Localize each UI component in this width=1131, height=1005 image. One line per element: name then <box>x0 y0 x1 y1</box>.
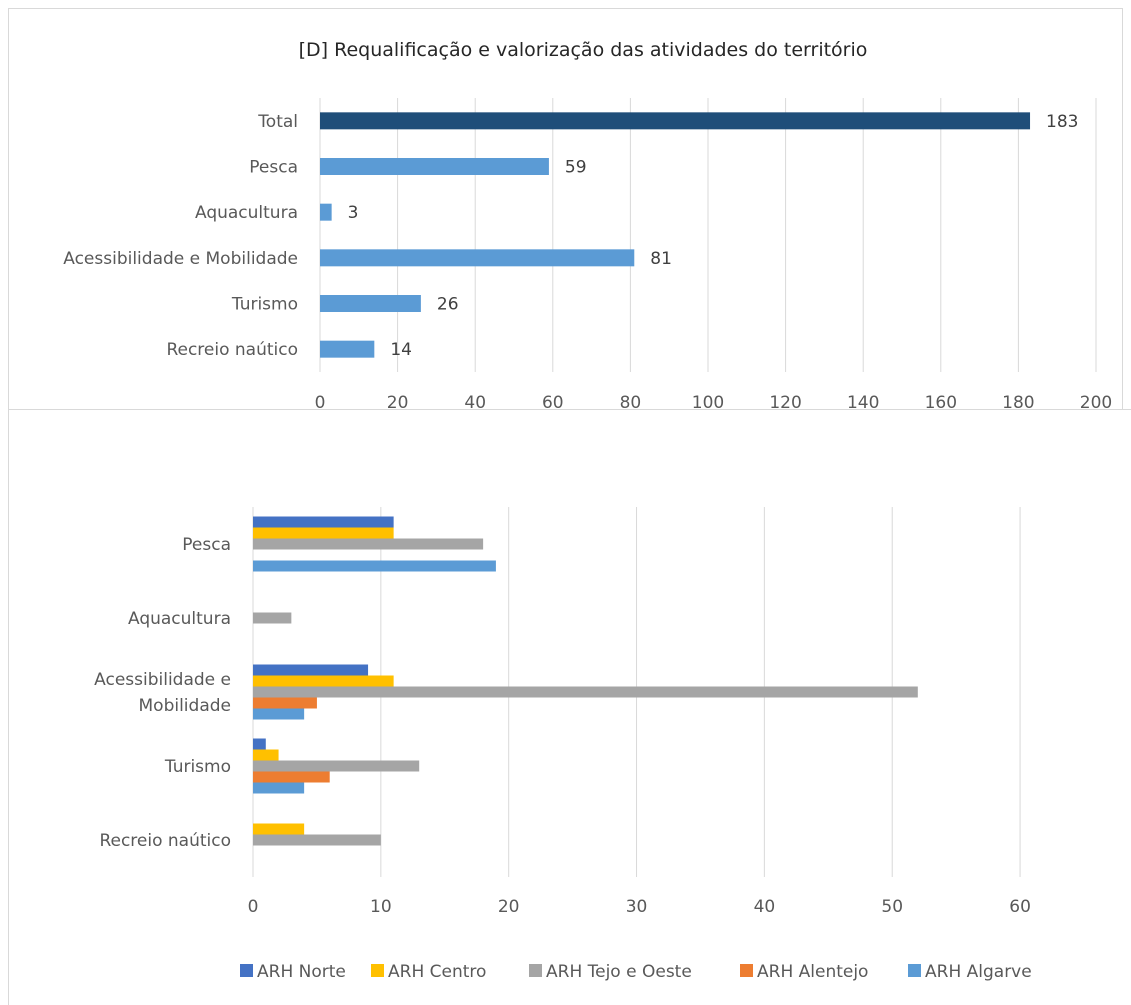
chart-top-x-tick-label: 60 <box>542 393 564 410</box>
chart-top-bar-acessibilidade-e-mobilidade <box>320 249 635 267</box>
chart-top-x-tick-label: 80 <box>620 393 642 410</box>
chart-bottom-bar-acessibilidade-e-mobilidade-arh-algarve <box>253 708 305 720</box>
legend-swatch-arh-alentejo <box>740 964 753 977</box>
chart-top-data-label: 26 <box>437 295 459 315</box>
chart-bottom-bar-pesca-arh-centro <box>253 527 394 539</box>
chart-top-bar-aquacultura <box>320 203 332 221</box>
chart-bottom-bar-acessibilidade-e-mobilidade-arh-centro <box>253 675 394 687</box>
chart-bottom-x-tick-labels: 0 10 20 30 40 50 60 <box>248 897 1031 917</box>
chart-top-x-tick-label: 100 <box>692 393 724 410</box>
chart-top-title: [D] Requalificação e valorização das ati… <box>299 39 868 61</box>
chart-bottom-legend: ARH Norte ARH Centro ARH Tejo e Oeste ARH A… <box>240 962 1032 982</box>
chart-bottom-x-tick-label: 20 <box>498 897 520 917</box>
chart-bottom-x-tick-label: 10 <box>370 897 392 917</box>
chart-bottom-bar-turismo-arh-algarve <box>253 782 305 794</box>
chart-bottom-category-label: Mobilidade <box>139 696 232 716</box>
chart-top-bar-turismo <box>320 295 421 312</box>
chart-top-x-tick-label: 180 <box>1002 393 1034 410</box>
chart-top-x-tick-labels: 0 20 40 60 80 100 120 140 160 180 200 <box>315 393 1113 410</box>
chart-bottom-border <box>8 409 1131 1005</box>
chart-top-data-labels: 183 59 3 81 26 14 <box>348 112 1079 360</box>
chart-top-x-tick-label: 200 <box>1080 393 1112 410</box>
chart-bottom-bar-acessibilidade-e-mobilidade-arh-alentejo <box>253 697 317 709</box>
legend-label-arh-centro: ARH Centro <box>388 962 486 982</box>
chart-top-bars <box>320 112 1031 358</box>
chart-top-category-label: Pesca <box>249 158 298 178</box>
chart-bottom-x-tick-label: 50 <box>881 897 903 917</box>
chart-bottom-bar-acessibilidade-e-mobilidade-arh-tejo-e-oeste <box>253 686 918 698</box>
chart-bottom-bar-recreio-nautico-arh-centro <box>253 823 305 835</box>
chart-bottom-category-label: Recreio naútico <box>99 831 231 851</box>
chart-bottom-bar-aquacultura-arh-tejo-e-oeste <box>253 612 292 624</box>
chart-top-x-tick-label: 160 <box>925 393 957 410</box>
legend-swatch-arh-tejo-e-oeste <box>529 964 542 977</box>
chart-top-x-tick-label: 140 <box>847 393 879 410</box>
chart-top-x-tick-label: 40 <box>464 393 486 410</box>
legend-label-arh-tejo-e-oeste: ARH Tejo e Oeste <box>546 962 692 982</box>
chart-bottom-bar-turismo-arh-tejo-e-oeste <box>253 760 420 772</box>
chart-bottom-category-label: Turismo <box>164 757 231 777</box>
chart-bottom-x-tick-label: 40 <box>754 897 776 917</box>
chart-bottom-bar-pesca-arh-norte <box>253 516 394 528</box>
chart-top-x-tick-label: 120 <box>769 393 801 410</box>
chart-bottom-category-labels: Pesca Aquacultura Acessibilidade e Mobilida… <box>94 535 231 851</box>
chart-top-category-label: Acessibilidade e Mobilidade <box>63 249 298 269</box>
chart-top-category-label: Total <box>257 112 298 132</box>
chart-bottom-x-tick-label: 30 <box>626 897 648 917</box>
chart-top-bar-total <box>320 112 1031 130</box>
chart-top-data-label: 14 <box>390 340 412 360</box>
chart-bottom-category-label: Aquacultura <box>128 609 231 629</box>
chart-bottom-x-tick-label: 0 <box>248 897 259 917</box>
chart-bottom-bar-pesca-arh-algarve <box>253 560 496 572</box>
chart-bottom-gridlines <box>252 507 1021 877</box>
legend-label-arh-norte: ARH Norte <box>257 962 346 982</box>
chart-bottom-bar-recreio-nautico-arh-tejo-e-oeste <box>253 834 381 846</box>
chart-top-border <box>8 8 1123 410</box>
chart-bottom-bar-turismo-arh-centro <box>253 749 279 761</box>
chart-bottom-bar-turismo-arh-norte <box>253 738 266 750</box>
chart-top-category-label: Turismo <box>231 295 298 315</box>
chart-top-data-label: 183 <box>1046 112 1078 132</box>
chart-top-gridlines <box>319 98 1097 372</box>
legend-label-arh-algarve: ARH Algarve <box>925 962 1032 982</box>
legend-swatch-arh-centro <box>371 964 384 977</box>
legend-swatch-arh-algarve <box>908 964 921 977</box>
legend-label-arh-alentejo: ARH Alentejo <box>757 962 868 982</box>
chart-top-category-label: Recreio naútico <box>166 340 298 360</box>
chart-top-category-label: Aquacultura <box>195 203 298 223</box>
chart-bottom-x-tick-label: 60 <box>1009 897 1031 917</box>
chart-top-x-tick-label: 20 <box>387 393 409 410</box>
chart-bottom-category-label: Pesca <box>182 535 231 555</box>
chart-top-bar-pesca <box>320 158 549 175</box>
chart-bottom-bar-turismo-arh-alentejo <box>253 771 330 783</box>
chart-bottom-bars <box>253 516 918 846</box>
chart-top-data-label: 3 <box>348 203 359 223</box>
chart-bottom-bar-acessibilidade-e-mobilidade-arh-norte <box>253 664 369 676</box>
chart-top-data-label: 81 <box>650 249 672 269</box>
chart-top-category-labels: Total Pesca Aquacultura Acessibilidade e Mo… <box>63 112 298 360</box>
legend-swatch-arh-norte <box>240 964 253 977</box>
chart-top-bar-recreio-nautico <box>320 340 375 358</box>
chart-bottom-bar-pesca-arh-tejo-e-oeste <box>253 538 484 550</box>
chart-top-total-by-activity: [D] Requalificação e valorização das ati… <box>8 8 1123 410</box>
chart-bottom-category-label: Acessibilidade e <box>94 670 231 690</box>
chart-top-x-tick-label: 0 <box>315 393 326 410</box>
chart-top-data-label: 59 <box>565 158 587 178</box>
